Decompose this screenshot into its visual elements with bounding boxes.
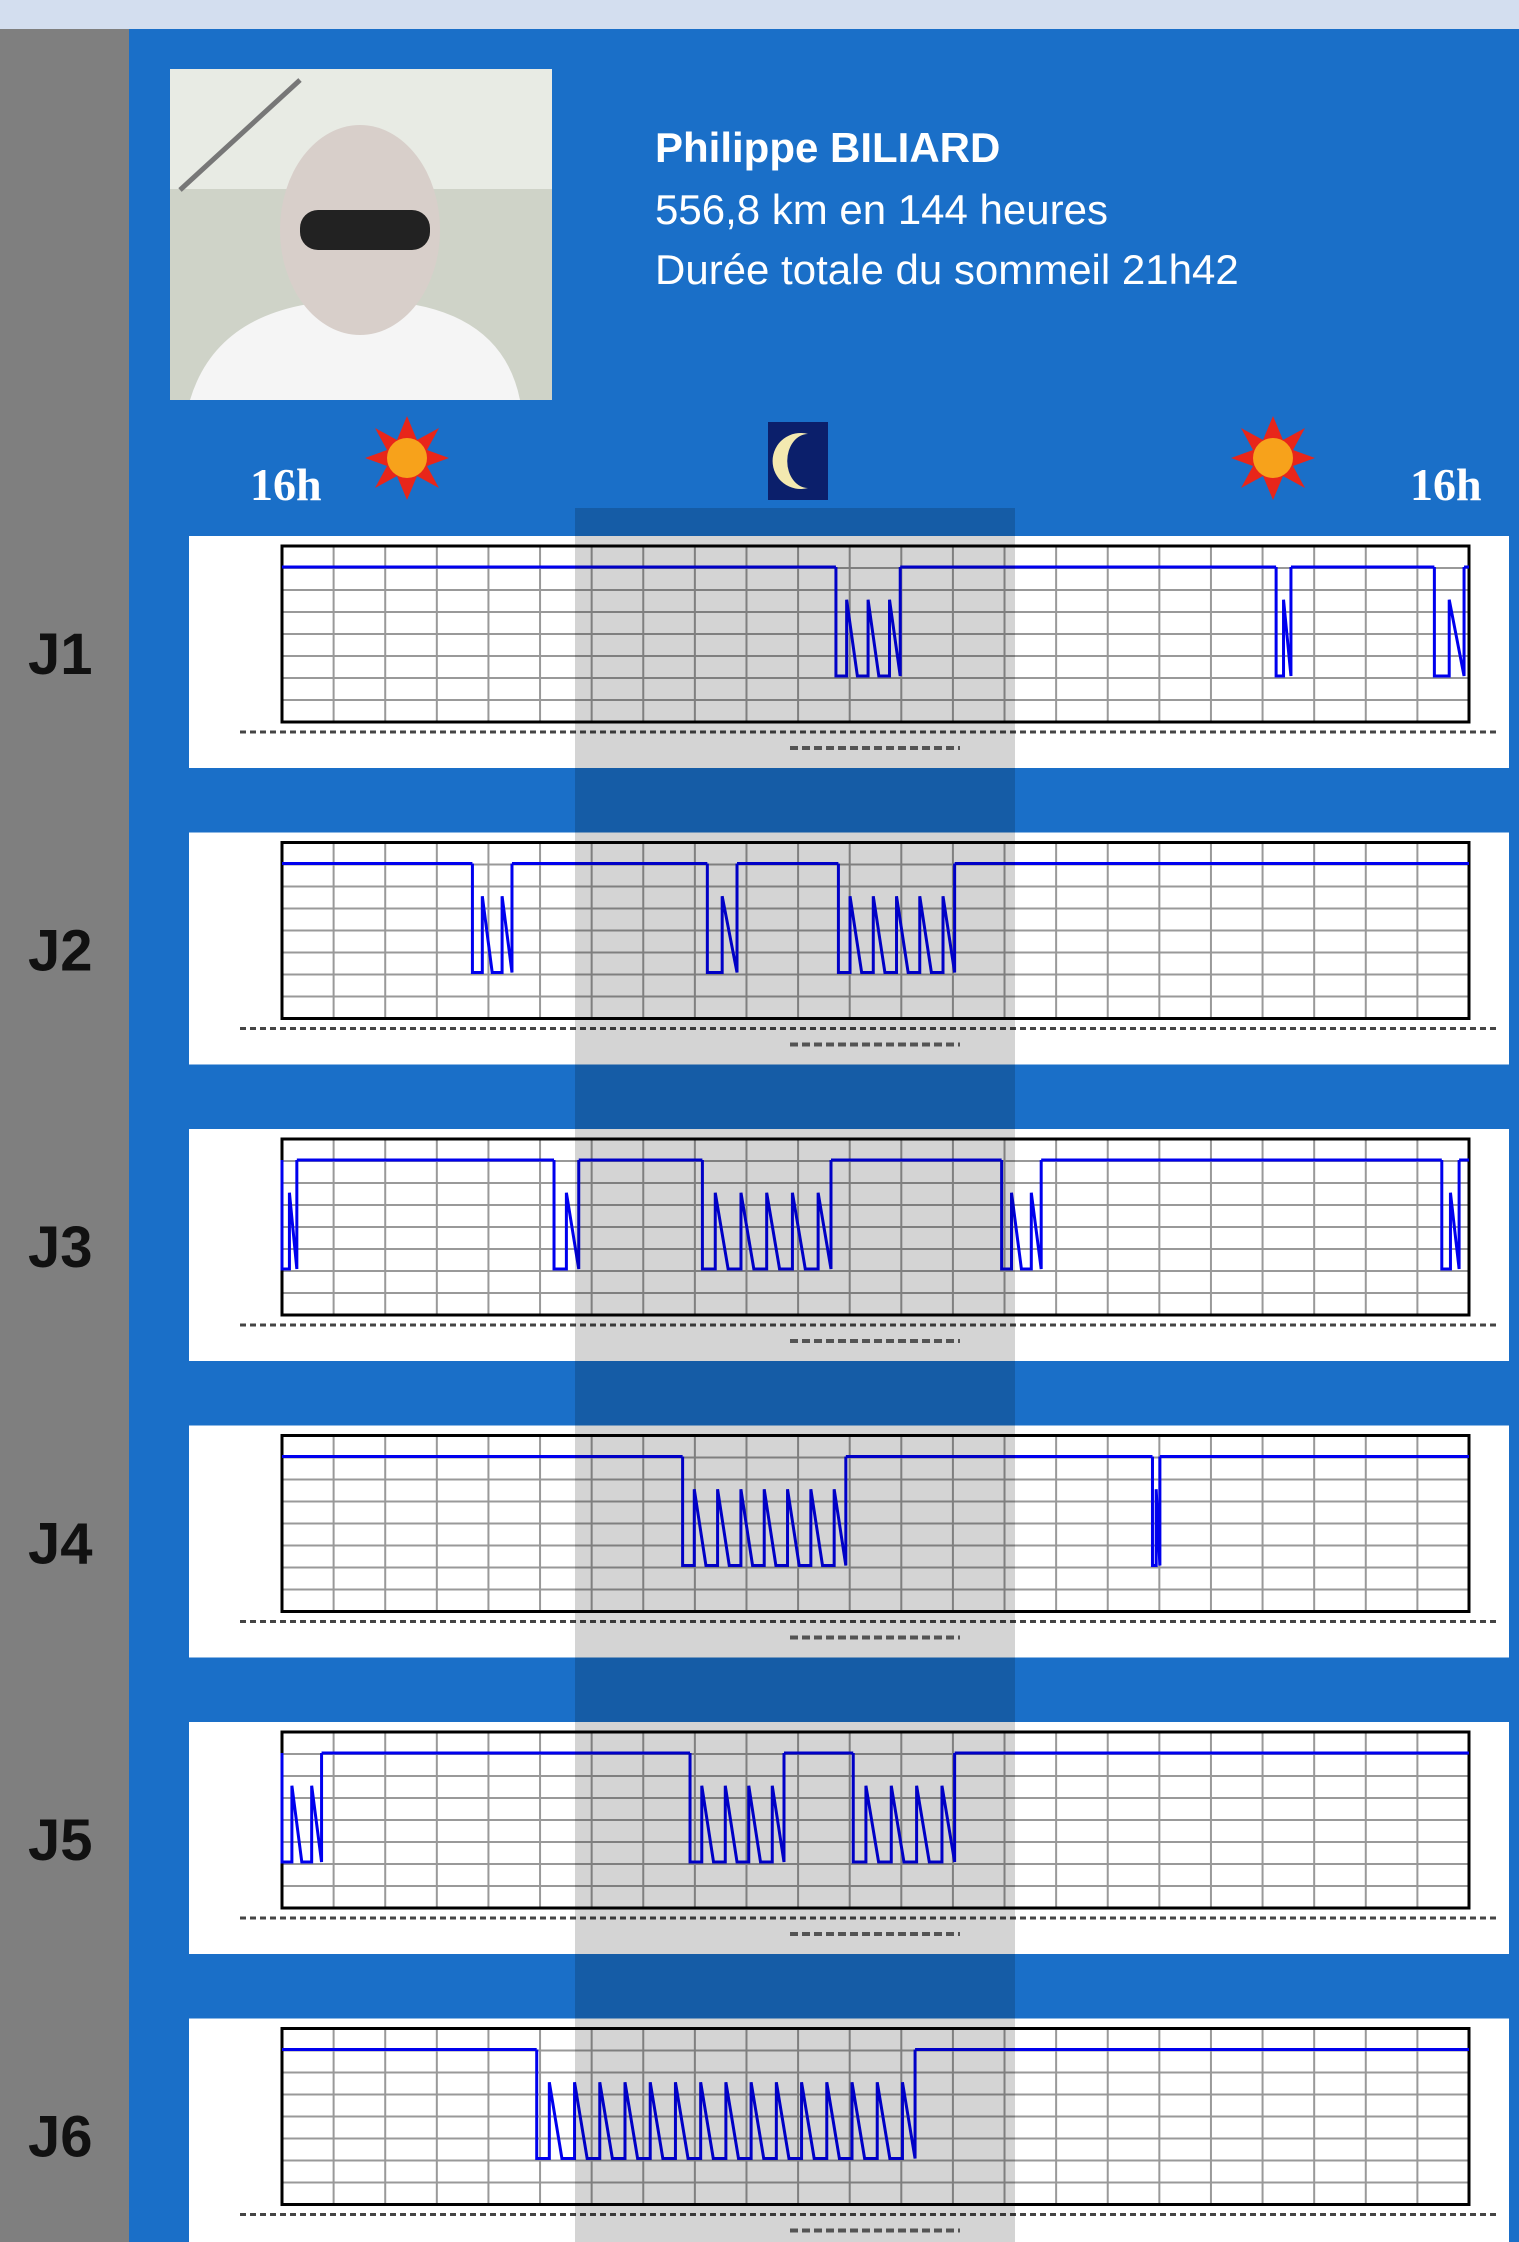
start-hour: 16h [250,459,322,510]
end-hour: 16h [1410,459,1482,510]
day-label: J1 [28,622,93,687]
page: {"header": {"name": "Philippe BILIARD", … [0,0,1519,2242]
side-strip [0,29,129,2242]
photo [170,69,552,400]
moon-icon [768,422,828,500]
day-label: J2 [28,919,93,984]
day-label: J5 [28,1808,93,1873]
poster: Philippe BILIARD 556,8 km en 144 heures … [0,0,1519,2242]
day-label: J6 [28,2105,93,2170]
runner-name: Philippe BILIARD [655,124,1000,171]
distance: 556,8 km en 144 heures [655,186,1108,233]
day-label: J4 [28,1512,93,1577]
top-band [0,0,1519,29]
sleep-total: Durée totale du sommeil 21h42 [655,246,1239,293]
day-label: J3 [28,1215,93,1280]
